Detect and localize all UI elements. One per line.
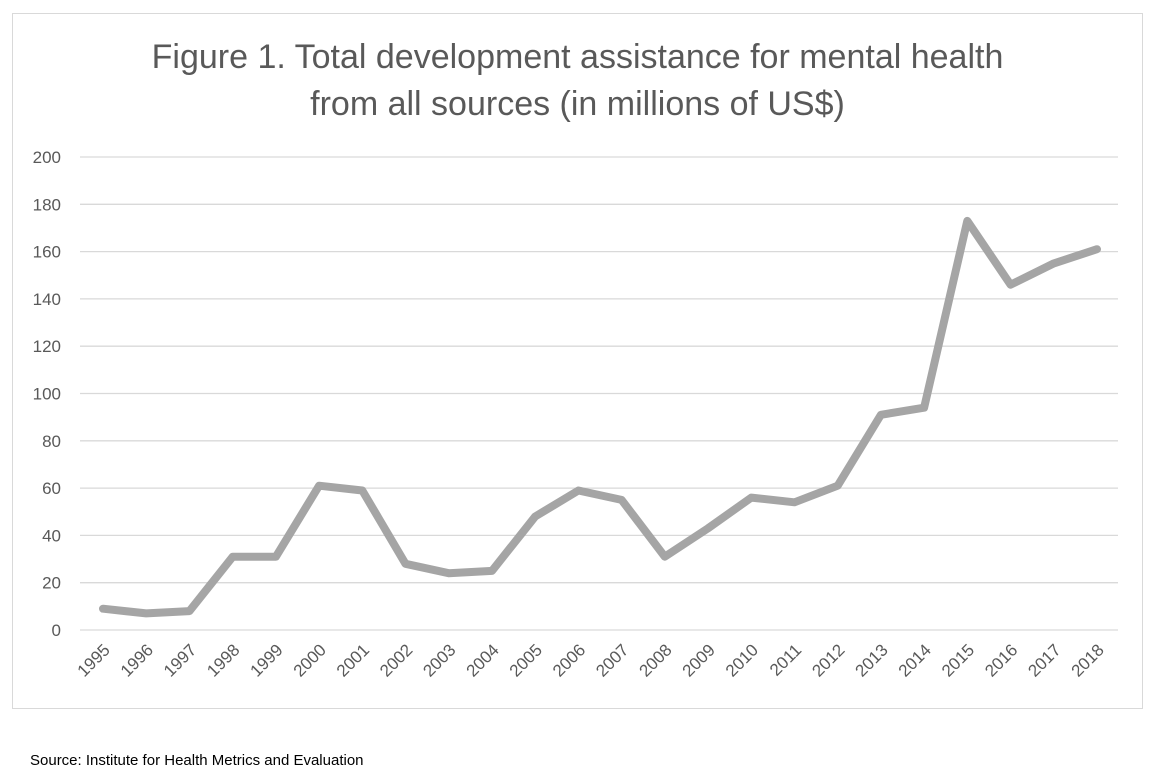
gridlines bbox=[80, 156, 1118, 631]
y-tick-label: 0 bbox=[52, 621, 61, 640]
x-tick-label: 2016 bbox=[981, 640, 1021, 680]
x-tick-label: 2004 bbox=[463, 640, 503, 680]
x-tick-label: 2000 bbox=[290, 640, 330, 680]
x-tick-label: 2011 bbox=[766, 640, 805, 679]
x-axis-tick-labels: 1995 1996 1997 1998 1999 2000 2001 2002 2003 2004… bbox=[74, 640, 1108, 680]
x-tick-label: 1998 bbox=[203, 640, 243, 680]
chart-title-line-2: from all sources (in millions of US$) bbox=[310, 85, 845, 123]
x-tick-label: 1995 bbox=[74, 640, 114, 680]
x-tick-label: 2017 bbox=[1024, 640, 1064, 680]
chart-title-line-1: Figure 1. Total development assistance f… bbox=[151, 38, 1004, 76]
x-tick-label: 2006 bbox=[549, 640, 589, 680]
x-tick-label: 1999 bbox=[247, 640, 287, 680]
x-tick-label: 2009 bbox=[679, 640, 719, 680]
x-tick-label: 2002 bbox=[376, 640, 416, 680]
y-tick-label: 60 bbox=[42, 479, 61, 498]
x-tick-label: 2007 bbox=[592, 640, 632, 680]
y-tick-label: 180 bbox=[33, 195, 61, 214]
x-tick-label: 2012 bbox=[808, 640, 848, 680]
x-tick-label: 2018 bbox=[1068, 640, 1108, 680]
chart-title: Figure 1. Total development assistance f… bbox=[0, 34, 1155, 128]
y-tick-label: 140 bbox=[33, 290, 61, 309]
series-line bbox=[99, 216, 1101, 618]
x-tick-label: 2013 bbox=[852, 640, 892, 680]
source-note: Source: Institute for Health Metrics and… bbox=[30, 752, 364, 769]
y-axis-tick-labels: 0 20 40 60 80 100 120 140 160 180 200 bbox=[33, 148, 61, 640]
x-tick-label: 2005 bbox=[506, 640, 546, 680]
x-tick-label: 2014 bbox=[895, 640, 935, 680]
x-tick-label: 1996 bbox=[117, 640, 157, 680]
x-tick-label: 2003 bbox=[419, 640, 459, 680]
x-tick-label: 1997 bbox=[160, 640, 200, 680]
y-tick-label: 40 bbox=[42, 526, 61, 545]
x-tick-label: 2010 bbox=[722, 640, 762, 680]
y-tick-label: 20 bbox=[42, 574, 61, 593]
y-tick-label: 160 bbox=[33, 243, 61, 262]
x-tick-label: 2008 bbox=[635, 640, 675, 680]
y-tick-label: 80 bbox=[42, 432, 61, 451]
series-layer bbox=[99, 216, 1101, 618]
y-tick-label: 100 bbox=[33, 385, 61, 404]
x-tick-label: 2001 bbox=[333, 640, 373, 680]
y-tick-label: 200 bbox=[33, 148, 61, 167]
y-tick-label: 120 bbox=[33, 337, 61, 356]
x-tick-label: 2015 bbox=[938, 640, 978, 680]
